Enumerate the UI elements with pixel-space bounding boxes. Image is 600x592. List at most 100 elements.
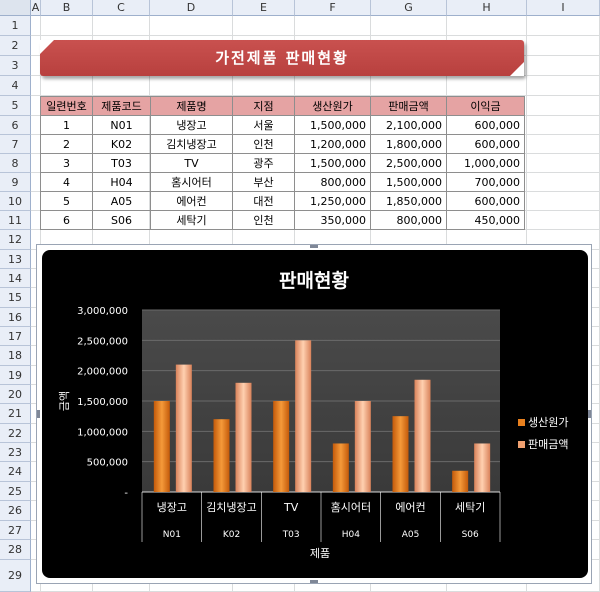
row-header-9[interactable]: 9 [0, 173, 31, 192]
row-header-7[interactable]: 7 [0, 135, 31, 154]
bar-sales [235, 382, 252, 492]
chart-resize-handle-right[interactable] [588, 410, 591, 418]
row-header-25[interactable]: 25 [0, 482, 31, 501]
chart-resize-handle-bottom[interactable] [310, 580, 318, 583]
column-header-e[interactable]: E [233, 0, 295, 16]
column-header-a[interactable]: A [31, 0, 41, 16]
row-header-8[interactable]: 8 [0, 154, 31, 173]
row-header-15[interactable]: 15 [0, 288, 31, 308]
bar-sales [175, 364, 192, 492]
table-row: 6 S06 세탁기 인천 350,000 800,000 450,000 [40, 210, 525, 230]
header-cell[interactable]: 이익금 [446, 96, 525, 116]
table-cell[interactable]: 1,850,000 [370, 191, 447, 211]
bar-sales [295, 340, 312, 492]
bar-cost [153, 401, 170, 492]
x-subtick-label: A05 [402, 530, 420, 540]
table-cell[interactable]: 냉장고 [150, 115, 233, 135]
row-header-27[interactable]: 27 [0, 521, 31, 540]
table-cell[interactable]: 1,500,000 [294, 115, 371, 135]
table-cell[interactable]: 1,000,000 [446, 153, 525, 173]
legend-label: 판매금액 [528, 438, 568, 451]
row-header-29[interactable]: 29 [0, 560, 31, 592]
x-tick-label: 에어컨 [395, 501, 425, 514]
row-header-6[interactable]: 6 [0, 116, 31, 135]
x-tick-label: 냉장고 [157, 501, 187, 514]
table-cell[interactable]: TV [150, 153, 233, 173]
bar-sales [414, 379, 431, 492]
row-header-10[interactable]: 10 [0, 192, 31, 211]
row-header-11[interactable]: 11 [0, 211, 31, 230]
chart-resize-handle-top[interactable] [310, 245, 318, 248]
x-tick-label: 홈시어터 [331, 500, 371, 514]
column-header-c[interactable]: C [93, 0, 150, 16]
row-header-19[interactable]: 19 [0, 366, 31, 385]
bar-cost [213, 419, 230, 492]
table-cell[interactable]: 1,200,000 [294, 134, 371, 154]
row-header-26[interactable]: 26 [0, 501, 31, 521]
table-header-row: 일련번호 제품코드 제품명 지점 생산원가 판매금액 이익금 [40, 96, 525, 116]
x-tick-label: 김치냉장고 [206, 501, 257, 514]
y-tick-label: 3,000,000 [77, 306, 128, 317]
x-subtick-label: T03 [282, 530, 300, 540]
legend-swatch [518, 419, 525, 426]
table-row: 4 H04 홈시어터 부산 800,000 1,500,000 700,000 [40, 172, 525, 192]
y-tick-label: 500,000 [87, 458, 128, 469]
column-header-g[interactable]: G [371, 0, 447, 16]
table-row: 2 K02 김치냉장고 인천 1,200,000 1,800,000 600,000 [40, 134, 525, 154]
table-cell[interactable]: 에어컨 [150, 191, 233, 211]
bar-cost [332, 443, 349, 492]
select-all-corner[interactable] [0, 0, 31, 16]
table-cell[interactable]: 600,000 [446, 115, 525, 135]
gridline [31, 95, 600, 96]
table-cell[interactable]: 450,000 [446, 210, 525, 230]
row-header-21[interactable]: 21 [0, 404, 31, 424]
row-header-18[interactable]: 18 [0, 346, 31, 366]
row-header-1[interactable]: 1 [0, 16, 31, 36]
row-header-3[interactable]: 3 [0, 56, 31, 76]
y-tick-label: - [124, 488, 128, 499]
y-tick-label: 2,500,000 [77, 336, 128, 347]
x-subtick-label: N01 [163, 530, 181, 540]
column-header-h[interactable]: H [447, 0, 527, 16]
bar-cost [273, 401, 290, 492]
row-header-13[interactable]: 13 [0, 250, 31, 269]
table-cell[interactable]: 세탁기 [150, 210, 233, 230]
header-cell[interactable]: 판매금액 [370, 96, 447, 116]
row-header-5[interactable]: 5 [0, 96, 31, 116]
table-cell[interactable]: 800,000 [370, 210, 447, 230]
header-cell[interactable]: 제품명 [150, 96, 233, 116]
column-header-b[interactable]: B [41, 0, 93, 16]
table-cell[interactable]: A05 [92, 191, 151, 211]
table-cell[interactable]: 350,000 [294, 210, 371, 230]
row-header-16[interactable]: 16 [0, 308, 31, 327]
bar-cost [392, 416, 409, 492]
chart-resize-handle-left[interactable] [37, 410, 40, 418]
row-header-17[interactable]: 17 [0, 327, 31, 346]
gridline [31, 35, 600, 36]
table-cell[interactable]: 김치냉장고 [150, 134, 233, 154]
row-header-22[interactable]: 22 [0, 424, 31, 443]
table-cell[interactable]: T03 [92, 153, 151, 173]
sales-table: 일련번호 제품코드 제품명 지점 생산원가 판매금액 이익금 1 N01 냉장고 서울… [40, 96, 525, 230]
column-header-d[interactable]: D [150, 0, 233, 16]
table-cell[interactable]: 1,500,000 [370, 172, 447, 192]
header-cell[interactable]: 일련번호 [40, 96, 93, 116]
row-header-2[interactable]: 2 [0, 36, 31, 56]
row-header-4[interactable]: 4 [0, 76, 31, 96]
legend-label: 생산원가 [528, 416, 568, 429]
x-tick-label: TV [283, 501, 299, 514]
row-header-12[interactable]: 12 [0, 230, 31, 250]
bar-sales [354, 401, 371, 492]
legend-swatch [518, 441, 525, 448]
title-banner[interactable]: 가전제품 판매현황 [40, 40, 524, 76]
y-tick-label: 1,000,000 [77, 427, 128, 438]
table-cell[interactable]: 인천 [232, 134, 295, 154]
row-header-24[interactable]: 24 [0, 462, 31, 482]
row-header-20[interactable]: 20 [0, 385, 31, 404]
row-header-28[interactable]: 28 [0, 540, 31, 560]
row-header-23[interactable]: 23 [0, 443, 31, 462]
row-header-14[interactable]: 14 [0, 269, 31, 288]
column-header-f[interactable]: F [295, 0, 371, 16]
table-cell[interactable]: 600,000 [446, 134, 525, 154]
